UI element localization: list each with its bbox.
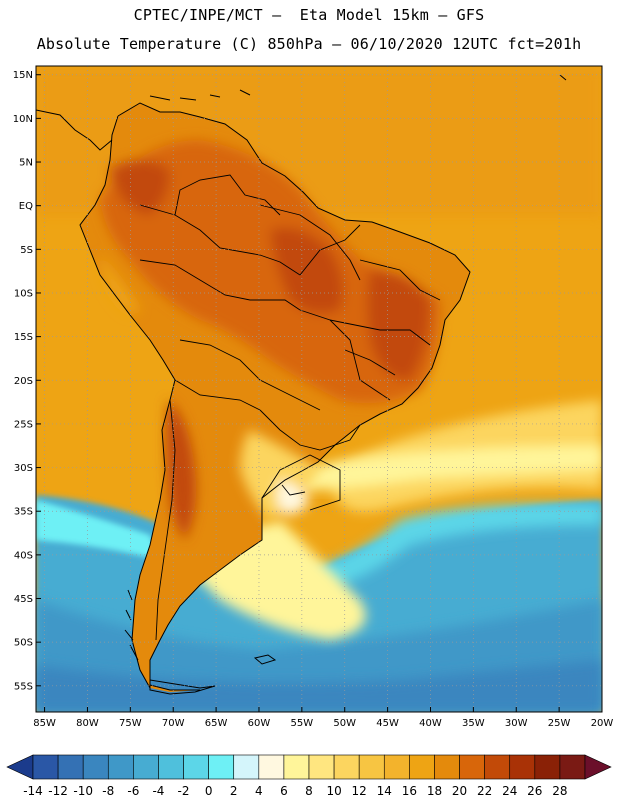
colorbar: -14 -12 -10 -8 -6 -4 -2 0 2 4 6 8 10 12 14 16 18 20 22 24 26…	[6, 754, 612, 798]
colorbar-box	[484, 754, 511, 780]
map-subtitle: Absolute Temperature (C) 850hPa – 06/10/…	[36, 35, 582, 53]
colorbar-box	[57, 754, 84, 780]
lon-tick-label: 40W	[419, 718, 442, 729]
colorbar-level-label: 20	[452, 784, 467, 798]
lon-tick-label: 60W	[248, 718, 271, 729]
colorbar-level-label: 4	[255, 784, 263, 798]
colorbar-level-label: 10	[326, 784, 341, 798]
colorbar-box	[308, 754, 335, 780]
colorbar-level-label: 16	[402, 784, 417, 798]
colorbar-box	[258, 754, 285, 780]
colorbar-max-arrow	[584, 754, 612, 780]
lat-tick-label: 15N	[13, 70, 33, 81]
colorbar-level-label: -2	[178, 784, 190, 798]
continent-coastline	[79, 102, 471, 691]
falkland-islands	[253, 654, 277, 665]
colorbar-level-label: 24	[502, 784, 517, 798]
colorbar-level-label: -4	[152, 784, 164, 798]
lon-tick-label: 70W	[162, 718, 185, 729]
lon-tick-label: 55W	[291, 718, 314, 729]
colorbar-box	[208, 754, 235, 780]
colorbar-box	[107, 754, 134, 780]
colorbar-box	[133, 754, 159, 780]
lon-tick-label: 80W	[76, 718, 99, 729]
colorbar-level-label: -12	[48, 784, 68, 798]
lat-tick-label: 25S	[14, 419, 33, 430]
tierra-del-fuego	[149, 679, 216, 695]
colorbar-box	[82, 754, 109, 780]
colorbar-level-label: 22	[477, 784, 492, 798]
colorbar-box	[534, 754, 561, 780]
colorbar-box	[459, 754, 485, 780]
field-cold-edge	[250, 504, 602, 600]
colorbar-box	[333, 754, 360, 780]
colorbar-level-label: 6	[280, 784, 288, 798]
field-pale-band	[300, 445, 602, 490]
colorbar-level-label: 8	[305, 784, 313, 798]
lon-tick-label: 30W	[505, 718, 528, 729]
colorbar-level-label: -10	[73, 784, 93, 798]
colorbar-box	[183, 754, 209, 780]
lat-tick-label: 40S	[14, 550, 33, 561]
colorbar-box	[358, 754, 385, 780]
lat-tick-label: 10N	[13, 114, 33, 125]
colorbar-box	[32, 754, 59, 780]
field-cold-light	[36, 500, 160, 560]
colorbar-box	[283, 754, 310, 780]
land-hot-colombia	[110, 160, 170, 215]
central-america-coast	[36, 109, 113, 151]
lat-tick-label: EQ	[19, 201, 33, 212]
lat-tick-label: 30S	[14, 463, 33, 474]
colorbar-box	[383, 754, 410, 780]
lon-tick-label: 25W	[548, 718, 571, 729]
colorbar-min-arrow	[6, 754, 34, 780]
longitude-axis: 85W 80W 75W 70W 65W 60W 55W 50W 45W 40W 35W 30W 25W 2…	[33, 707, 613, 729]
colorbar-box	[509, 754, 536, 780]
lat-tick-label: 35S	[14, 507, 33, 518]
lon-tick-label: 85W	[33, 718, 56, 729]
lat-tick-label: 55S	[14, 681, 33, 692]
colorbar-level-label: 14	[377, 784, 392, 798]
colorbar-level-label: -6	[127, 784, 139, 798]
lat-tick-label: 45S	[14, 594, 33, 605]
colorbar-level-label: -14	[23, 784, 43, 798]
colorbar-level-label: 28	[552, 784, 567, 798]
caribbean-islands	[149, 74, 567, 101]
map-frame	[35, 65, 603, 713]
lat-tick-label: 5N	[19, 158, 33, 169]
colorbar-box	[409, 754, 435, 780]
land-cool-pampas	[240, 430, 320, 520]
lat-tick-label: 50S	[14, 638, 33, 649]
land-hottest-core	[270, 227, 344, 314]
temperature-map: 15N 10N 5N EQ 5S 10S 15S 20S 25S 30S 35S 40S 45S 50S 5…	[13, 65, 613, 729]
lon-tick-label: 45W	[376, 718, 399, 729]
colorbar-level-label: 12	[352, 784, 367, 798]
colorbar-box	[559, 754, 586, 780]
colorbar-level-label: 2	[230, 784, 238, 798]
lon-tick-label: 75W	[119, 718, 142, 729]
lon-tick-label: 35W	[462, 718, 485, 729]
lat-tick-label: 5S	[20, 245, 33, 256]
land-hot-east	[367, 270, 430, 380]
lon-tick-label: 50W	[333, 718, 356, 729]
colorbar-box	[158, 754, 184, 780]
colorbar-box	[233, 754, 260, 780]
colorbar-level-label: -8	[102, 784, 114, 798]
lat-tick-label: 15S	[14, 332, 33, 343]
temperature-field	[36, 66, 602, 712]
latitude-axis: 15N 10N 5N EQ 5S 10S 15S 20S 25S 30S 35S 40S 45S 50S 5…	[13, 70, 41, 692]
country-borders	[139, 174, 441, 641]
lat-tick-label: 10S	[14, 288, 33, 299]
map-title: CPTEC/INPE/MCT – Eta Model 15km – GFS	[133, 6, 485, 24]
lon-tick-label: 65W	[205, 718, 228, 729]
colorbar-level-label: 18	[427, 784, 442, 798]
field-deepest-cold	[36, 660, 602, 712]
colorbar-labels: -14 -12 -10 -8 -6 -4 -2 0 2 4 6 8 10 12 14 16 18 20 22 24 26…	[23, 784, 567, 798]
colorbar-box	[434, 754, 460, 780]
lon-tick-label: 20W	[591, 718, 614, 729]
colorbar-level-label: 26	[527, 784, 542, 798]
colorbar-boxes	[6, 754, 612, 780]
lat-tick-label: 20S	[14, 376, 33, 387]
colorbar-level-label: 0	[205, 784, 213, 798]
